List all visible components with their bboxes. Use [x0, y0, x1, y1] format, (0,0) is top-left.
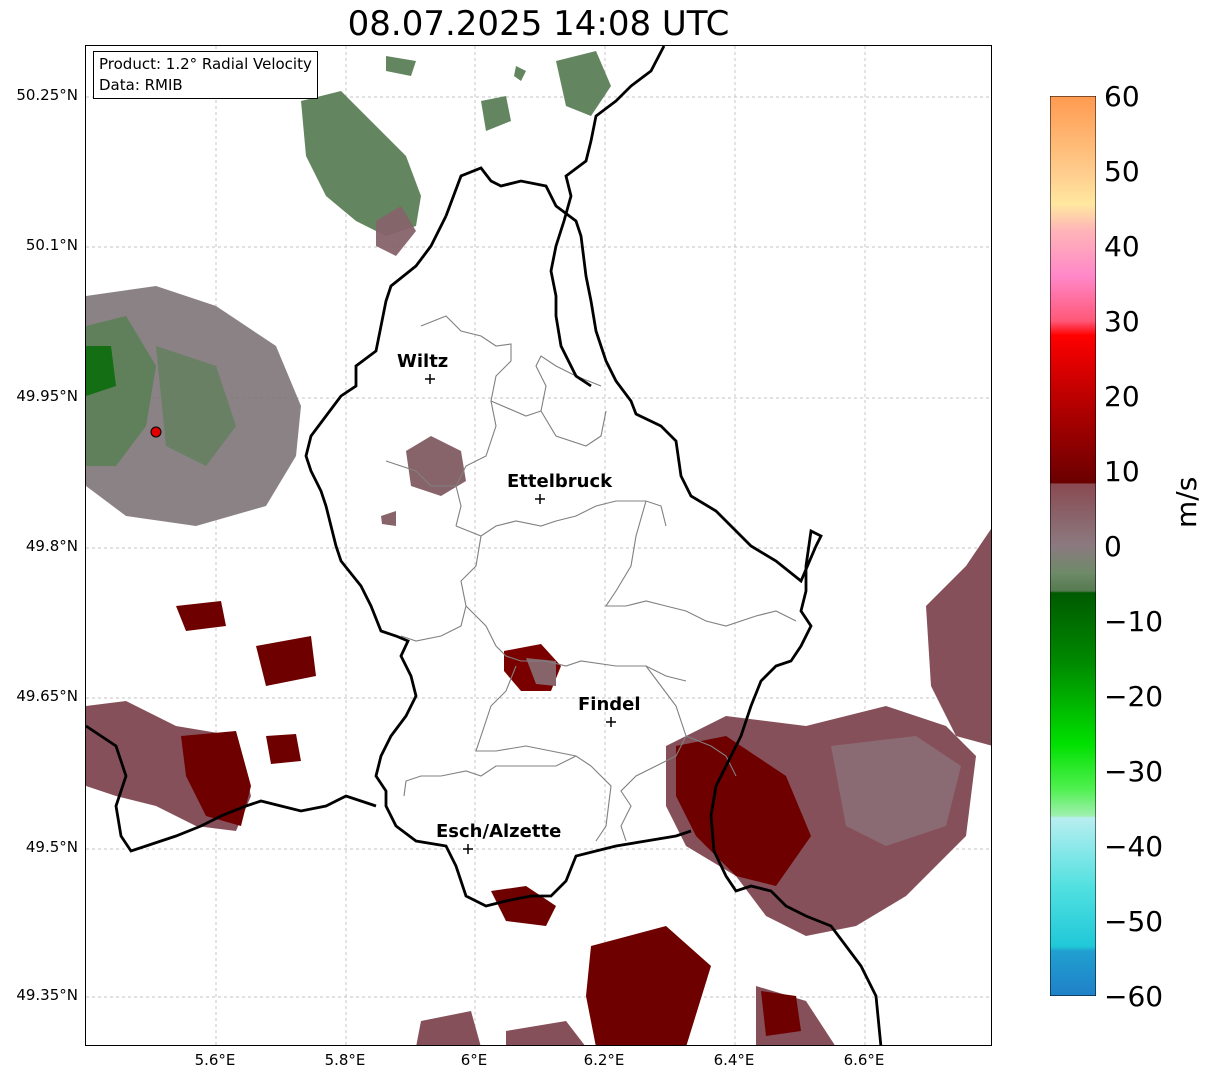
- lon-label-6.4: 6.4°E: [713, 1051, 755, 1069]
- lon-label-5.6: 5.6°E: [194, 1051, 236, 1069]
- district-borders: [385, 315, 797, 842]
- city-label-findel: Findel: [578, 694, 641, 715]
- radar-map[interactable]: [85, 45, 992, 1046]
- colorbar-tick-20: 20: [1104, 380, 1140, 413]
- product-info-box: Product: 1.2° Radial Velocity Data: RMIB: [93, 51, 318, 99]
- radar-echo-north: [301, 51, 611, 236]
- radar-site-marker: [150, 426, 162, 438]
- city-label-ettelbruck: Ettelbruck: [507, 471, 613, 492]
- colorbar-tick-minus50: −50: [1104, 905, 1164, 938]
- colorbar-tick-50: 50: [1104, 155, 1140, 188]
- map-title: 08.07.2025 14:08 UTC: [347, 4, 730, 44]
- lon-label-6.6: 6.6°E: [843, 1051, 885, 1069]
- radar-echo-central: [381, 436, 466, 526]
- velocity-colorbar: [1050, 96, 1096, 996]
- product-label: Product: 1.2° Radial Velocity: [99, 55, 312, 73]
- colorbar-tick-40: 40: [1104, 230, 1140, 263]
- radar-site-clutter: [86, 286, 301, 526]
- lon-label-6: 6°E: [460, 1051, 488, 1069]
- lat-label-50.1: 50.1°N: [25, 236, 78, 254]
- lat-label-49.8: 49.8°N: [25, 537, 78, 555]
- lon-label-6.2: 6.2°E: [583, 1051, 625, 1069]
- city-label-wiltz: Wiltz: [397, 351, 449, 372]
- city-label-esch: Esch/Alzette: [436, 821, 562, 842]
- country-border: [86, 46, 883, 1045]
- lat-label-50.25: 50.25°N: [16, 86, 78, 104]
- city-markers: [425, 374, 616, 854]
- radar-echo-west-red: [176, 601, 316, 764]
- lat-label-49.35: 49.35°N: [16, 986, 78, 1004]
- radar-echo-southeast: [666, 528, 991, 936]
- colorbar-tick-minus20: −20: [1104, 680, 1164, 713]
- colorbar-tick-60: 60: [1104, 80, 1140, 113]
- colorbar-tick-minus30: −30: [1104, 755, 1164, 788]
- map-canvas: [86, 46, 991, 1045]
- colorbar-tick-30: 30: [1104, 305, 1140, 338]
- colorbar-tick-0: 0: [1104, 530, 1122, 563]
- lat-label-49.95: 49.95°N: [16, 387, 78, 405]
- colorbar-tick-minus40: −40: [1104, 830, 1164, 863]
- data-source-label: Data: RMIB: [99, 76, 183, 94]
- colorbar-tick-10: 10: [1104, 455, 1140, 488]
- colorbar-tick-minus60: −60: [1104, 980, 1164, 1013]
- radar-echo-north-mauve: [376, 206, 416, 256]
- lon-label-5.8: 5.8°E: [324, 1051, 366, 1069]
- radar-echo-center-red: [504, 644, 561, 691]
- radar-echo-southwest: [86, 701, 251, 831]
- lat-label-49.65: 49.65°N: [16, 687, 78, 705]
- colorbar-unit-label: m/s: [1170, 476, 1203, 528]
- colorbar-tick-minus10: −10: [1104, 605, 1164, 638]
- lat-label-49.5: 49.5°N: [25, 838, 78, 856]
